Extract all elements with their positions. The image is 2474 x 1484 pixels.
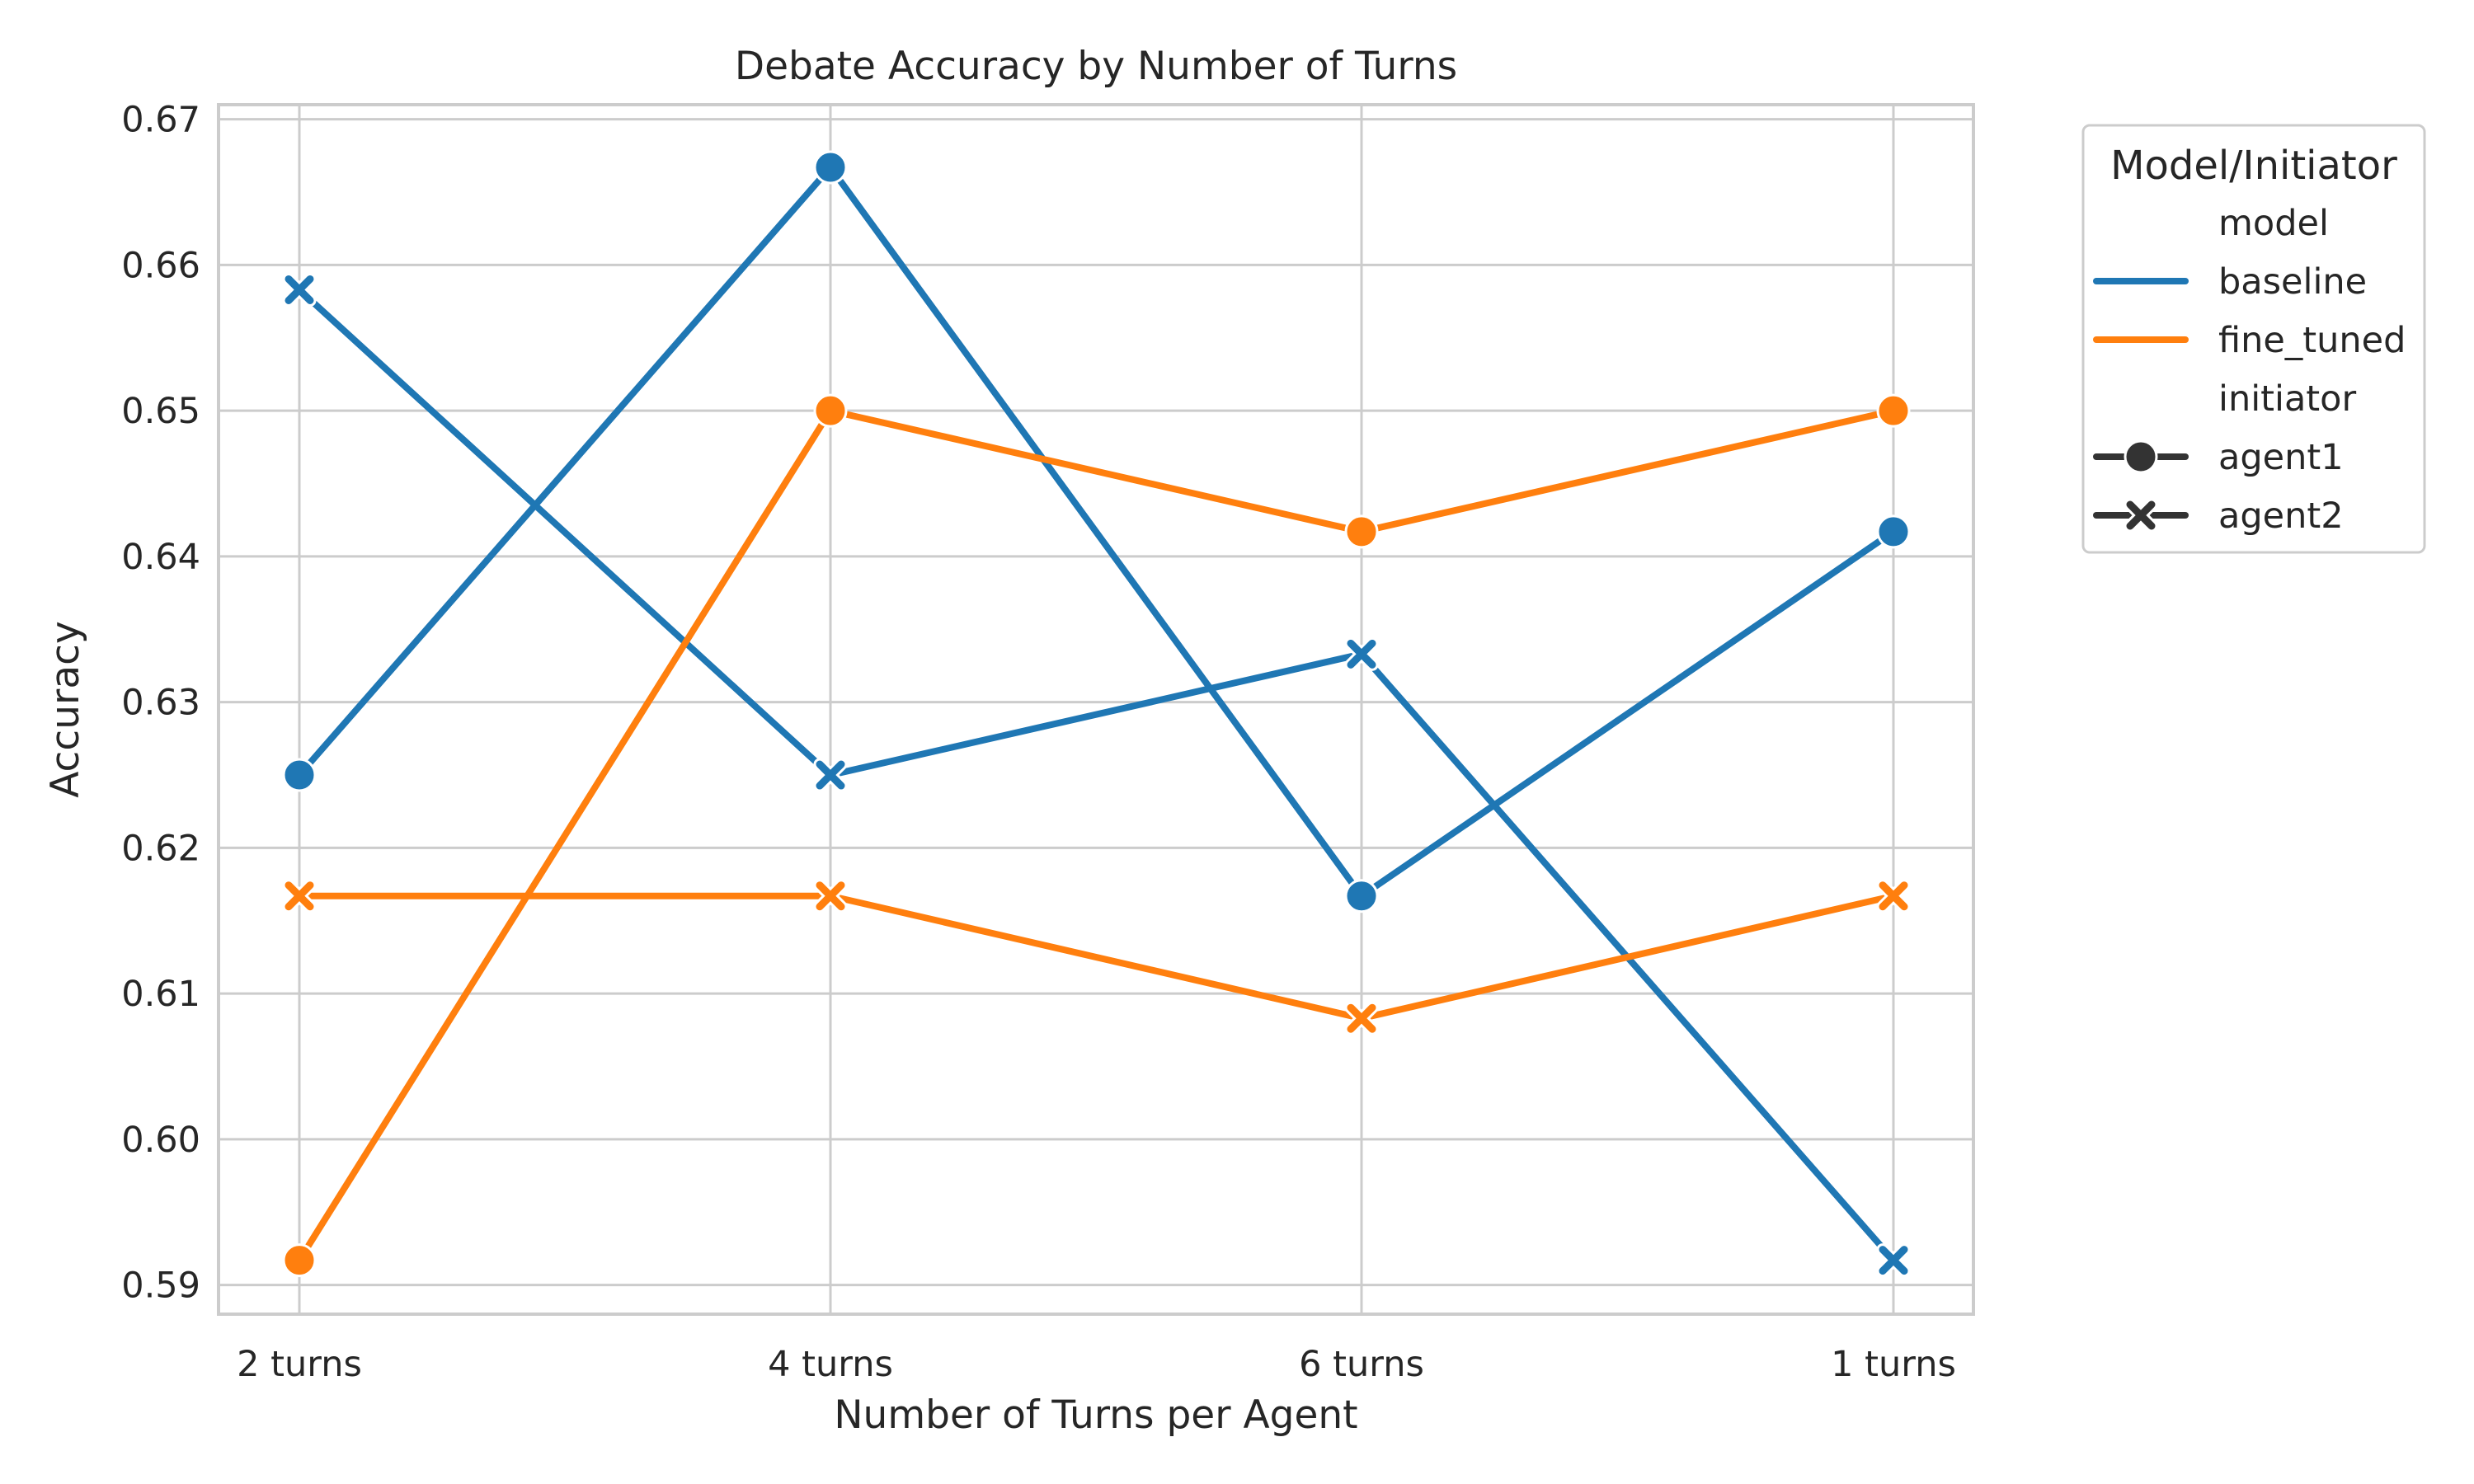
data-point [1347,639,1376,669]
series-line [296,164,1897,899]
legend-label: fine_tuned [2218,320,2406,361]
data-point [1879,1246,1908,1275]
data-point [1344,514,1379,549]
data-point [816,881,845,911]
y-tick-label: 0.64 [121,537,200,578]
y-tick-label: 0.67 [121,100,200,141]
data-point [813,393,848,428]
data-point [1876,514,1911,549]
chart-title: Debate Accuracy by Number of Turns [735,44,1457,89]
y-tick-label: 0.63 [121,683,200,724]
legend-title: Model/Initiator [2110,143,2397,189]
series-line [296,407,1897,1264]
y-axis-label: Accuracy [43,621,88,798]
legend-entry-fine_tuned: fine_tuned [2093,320,2406,361]
y-tick-label: 0.59 [121,1266,200,1307]
series-fine_tuned-agent1 [282,393,1911,1278]
x-tick-label: 4 turns [768,1344,893,1385]
legend-entry-agent2: agent2 [2093,495,2344,537]
legend-frame [2081,124,2426,554]
legend-label: agent1 [2218,437,2344,478]
x-tick-label: 6 turns [1299,1344,1424,1385]
y-tick-label: 0.62 [121,828,200,869]
legend-entry-agent1: agent1 [2093,437,2344,478]
legend-model-header: model [2218,203,2329,244]
legend: Model/Initiator model initiator baseline… [2081,124,2426,554]
data-point [282,758,317,792]
data-point [1347,1003,1376,1033]
legend-label: agent2 [2218,495,2344,537]
y-tick-label: 0.66 [121,245,200,286]
series-layer [282,150,1911,1278]
data-point [1876,393,1911,428]
legend-label: baseline [2218,261,2367,303]
y-tick-label: 0.65 [121,391,200,432]
y-tick-label: 0.60 [121,1120,200,1161]
grid-lines [219,105,1973,1314]
data-point [282,1243,317,1278]
y-tick-label: 0.61 [121,974,200,1015]
data-point [816,760,845,790]
x-tick-label: 2 turns [237,1344,362,1385]
data-point [1879,881,1908,911]
data-point [1344,879,1379,913]
x-axis-label: Number of Turns per Agent [834,1392,1357,1438]
series-line [296,892,1897,1022]
series-fine_tuned-agent2 [282,879,1911,1036]
x-tick-label: 1 turns [1831,1344,1956,1385]
legend-marker-swatch [2126,500,2156,530]
data-point [285,275,314,304]
legend-marker-swatch [2124,439,2158,474]
data-point [285,881,314,911]
tick-labels: 0.59 0.60 0.61 0.62 0.63 0.64 0.65 0.66 0.67 2 tu… [121,100,1956,1385]
plot-area-border [217,103,1975,1316]
legend-entries: baseline fine_tuned agent1 agent2 [2093,261,2406,537]
data-point [813,150,848,185]
series-baseline-agent1 [282,150,1911,913]
legend-entry-baseline: baseline [2093,261,2367,303]
legend-initiator-header: initiator [2218,378,2356,420]
